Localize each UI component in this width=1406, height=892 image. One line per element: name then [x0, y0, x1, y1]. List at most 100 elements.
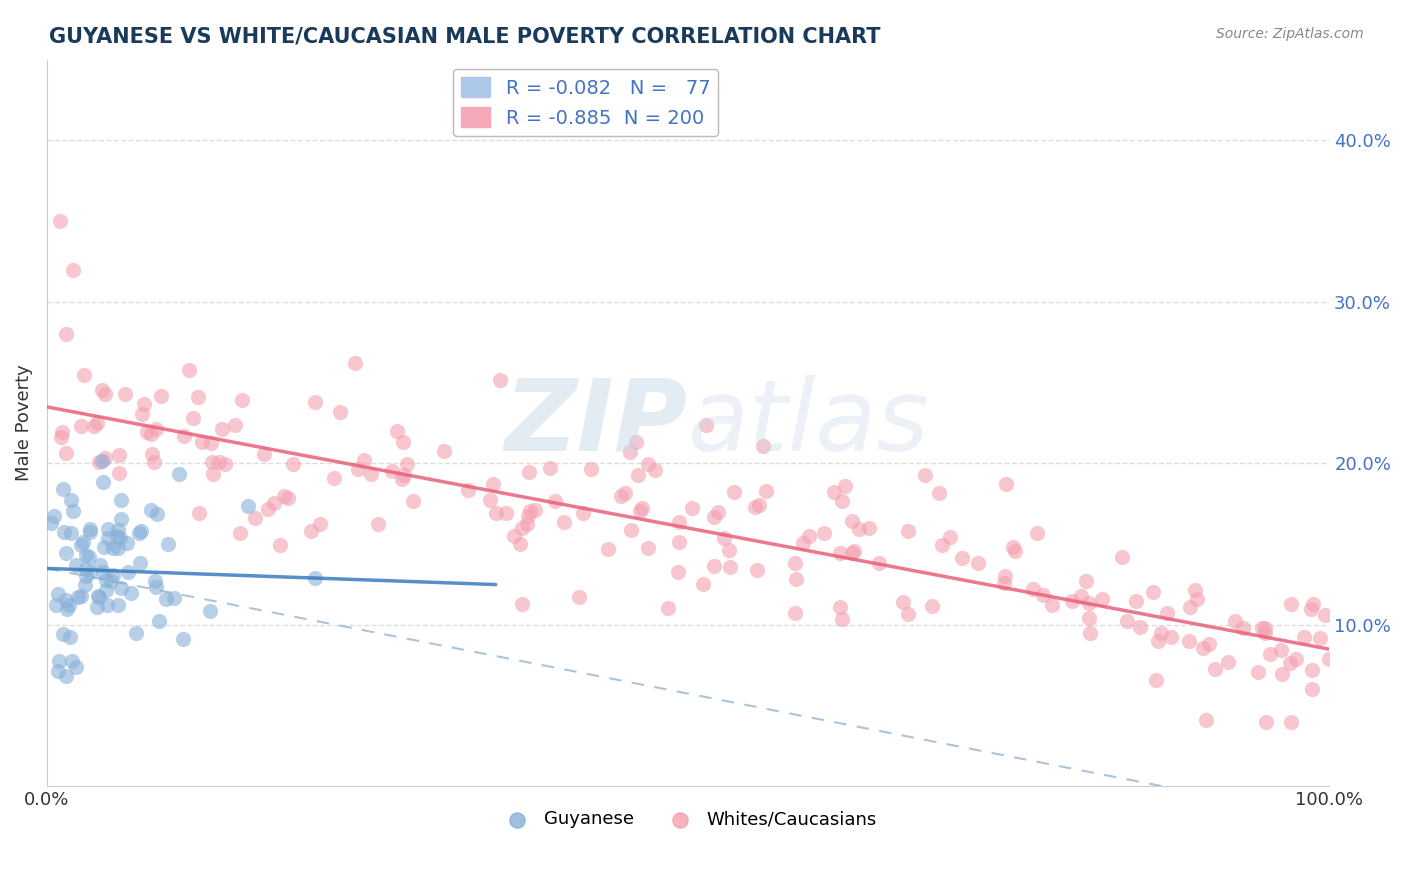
- Guyanese: [79, 525, 101, 540]
- Whites/Caucasians: [457, 483, 479, 498]
- Whites/Caucasians: [897, 607, 920, 621]
- Whites/Caucasians: [73, 368, 96, 382]
- Whites/Caucasians: [1232, 621, 1254, 635]
- Guyanese: [163, 591, 186, 606]
- Guyanese: [60, 526, 83, 541]
- Whites/Caucasians: [1301, 681, 1323, 696]
- Whites/Caucasians: [1313, 608, 1336, 623]
- Whites/Caucasians: [135, 425, 157, 439]
- Guyanese: [141, 503, 163, 517]
- Whites/Caucasians: [86, 416, 108, 430]
- Guyanese: [52, 627, 75, 641]
- Whites/Caucasians: [1078, 611, 1101, 625]
- Whites/Caucasians: [1032, 588, 1054, 602]
- Whites/Caucasians: [966, 556, 988, 570]
- Whites/Caucasians: [391, 434, 413, 449]
- Whites/Caucasians: [914, 467, 936, 482]
- Whites/Caucasians: [842, 544, 865, 558]
- Whites/Caucasians: [48, 214, 70, 228]
- Whites/Caucasians: [1279, 714, 1302, 729]
- Guyanese: [79, 565, 101, 579]
- Whites/Caucasians: [1146, 633, 1168, 648]
- Whites/Caucasians: [94, 387, 117, 401]
- Whites/Caucasians: [1254, 714, 1277, 729]
- Whites/Caucasians: [579, 461, 602, 475]
- Whites/Caucasians: [1060, 593, 1083, 607]
- Whites/Caucasians: [637, 457, 659, 471]
- Guyanese: [46, 587, 69, 601]
- Guyanese: [304, 571, 326, 585]
- Whites/Caucasians: [301, 524, 323, 539]
- Whites/Caucasians: [108, 467, 131, 481]
- Whites/Caucasians: [283, 457, 305, 471]
- Guyanese: [60, 654, 83, 668]
- Whites/Caucasians: [1301, 602, 1323, 616]
- Whites/Caucasians: [309, 517, 332, 532]
- Guyanese: [70, 538, 93, 552]
- Whites/Caucasians: [322, 471, 344, 485]
- Whites/Caucasians: [519, 504, 541, 518]
- Whites/Caucasians: [353, 453, 375, 467]
- Whites/Caucasians: [489, 373, 512, 387]
- Guyanese: [70, 589, 93, 603]
- Whites/Caucasians: [620, 523, 643, 537]
- Whites/Caucasians: [682, 501, 704, 516]
- Whites/Caucasians: [785, 572, 807, 586]
- Whites/Caucasians: [1278, 657, 1301, 671]
- Guyanese: [100, 574, 122, 589]
- Whites/Caucasians: [391, 472, 413, 486]
- Whites/Caucasians: [1247, 665, 1270, 679]
- Guyanese: [48, 655, 70, 669]
- Whites/Caucasians: [891, 595, 914, 609]
- Whites/Caucasians: [1022, 582, 1045, 597]
- Whites/Caucasians: [187, 390, 209, 404]
- Whites/Caucasians: [668, 535, 690, 549]
- Whites/Caucasians: [188, 506, 211, 520]
- Whites/Caucasians: [1204, 662, 1226, 676]
- Whites/Caucasians: [211, 421, 233, 435]
- Guyanese: [101, 541, 124, 556]
- Whites/Caucasians: [1270, 642, 1292, 657]
- Guyanese: [75, 562, 97, 576]
- Text: GUYANESE VS WHITE/CAUCASIAN MALE POVERTY CORRELATION CHART: GUYANESE VS WHITE/CAUCASIAN MALE POVERTY…: [49, 27, 880, 46]
- Whites/Caucasians: [695, 417, 717, 432]
- Whites/Caucasians: [149, 389, 172, 403]
- Guyanese: [146, 507, 169, 521]
- Whites/Caucasians: [143, 455, 166, 469]
- Whites/Caucasians: [1076, 574, 1098, 589]
- Whites/Caucasians: [834, 478, 856, 492]
- Guyanese: [41, 516, 63, 530]
- Whites/Caucasians: [1250, 621, 1272, 635]
- Whites/Caucasians: [1125, 594, 1147, 608]
- Whites/Caucasians: [433, 443, 456, 458]
- Whites/Caucasians: [823, 484, 845, 499]
- Whites/Caucasians: [145, 422, 167, 436]
- Legend: Guyanese, Whites/Caucasians: Guyanese, Whites/Caucasians: [492, 803, 884, 836]
- Guyanese: [107, 598, 129, 612]
- Whites/Caucasians: [1253, 621, 1275, 635]
- Whites/Caucasians: [516, 516, 538, 531]
- Whites/Caucasians: [485, 506, 508, 520]
- Guyanese: [75, 569, 97, 583]
- Whites/Caucasians: [263, 496, 285, 510]
- Whites/Caucasians: [1178, 600, 1201, 615]
- Whites/Caucasians: [519, 465, 541, 479]
- Whites/Caucasians: [51, 429, 73, 443]
- Guyanese: [200, 604, 222, 618]
- Whites/Caucasians: [703, 558, 725, 573]
- Whites/Caucasians: [1184, 583, 1206, 598]
- Guyanese: [42, 509, 65, 524]
- Whites/Caucasians: [1177, 634, 1199, 648]
- Whites/Caucasians: [201, 467, 224, 481]
- Guyanese: [97, 522, 120, 536]
- Whites/Caucasians: [841, 546, 863, 560]
- Guyanese: [55, 546, 77, 560]
- Whites/Caucasians: [994, 569, 1017, 583]
- Whites/Caucasians: [748, 499, 770, 513]
- Whites/Caucasians: [752, 439, 775, 453]
- Whites/Caucasians: [1317, 652, 1340, 666]
- Whites/Caucasians: [214, 457, 236, 471]
- Whites/Caucasians: [1292, 630, 1315, 644]
- Whites/Caucasians: [1150, 625, 1173, 640]
- Whites/Caucasians: [141, 447, 163, 461]
